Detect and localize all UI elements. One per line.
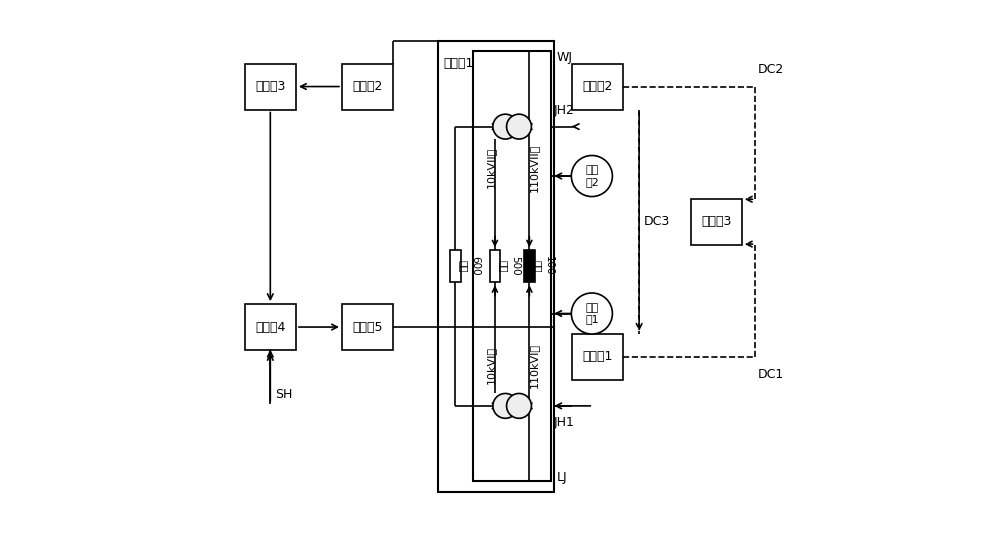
Text: 换流站2: 换流站2	[582, 80, 612, 93]
Text: 风电
场2: 风电 场2	[585, 165, 599, 187]
Circle shape	[571, 293, 612, 334]
Text: 变电站2: 变电站2	[352, 80, 383, 93]
Circle shape	[507, 394, 531, 418]
Bar	[473, 51, 551, 481]
Text: 换流站3: 换流站3	[701, 215, 731, 228]
Bar	[245, 304, 296, 350]
Bar	[691, 199, 742, 245]
Text: 100
开关: 100 开关	[533, 257, 554, 276]
Text: 换流站1: 换流站1	[582, 351, 612, 363]
Text: 风电
场1: 风电 场1	[585, 302, 599, 324]
Text: JH2: JH2	[554, 104, 575, 117]
Text: 110kVII母: 110kVII母	[529, 143, 539, 192]
Circle shape	[493, 394, 518, 418]
Text: DC2: DC2	[758, 63, 784, 76]
Circle shape	[507, 114, 531, 139]
Text: DC1: DC1	[758, 367, 784, 381]
Text: 500
开关: 500 开关	[498, 257, 520, 276]
Bar	[342, 63, 393, 110]
Text: 变电站4: 变电站4	[255, 321, 285, 334]
Text: 变电站3: 变电站3	[255, 80, 285, 93]
Text: 10kVII母: 10kVII母	[486, 147, 496, 188]
Text: WJ: WJ	[557, 51, 573, 64]
Text: 变电站5: 变电站5	[352, 321, 383, 334]
Bar	[490, 250, 500, 282]
Text: JH1: JH1	[554, 416, 575, 429]
Circle shape	[571, 156, 612, 197]
Text: SH: SH	[275, 388, 292, 401]
Text: DC3: DC3	[643, 215, 670, 228]
Text: 600
开关: 600 开关	[459, 257, 480, 276]
Text: 10kVI母: 10kVI母	[486, 346, 496, 384]
Bar	[438, 40, 554, 492]
Text: 变电站1: 变电站1	[443, 57, 474, 70]
Bar	[572, 63, 623, 110]
Circle shape	[493, 114, 518, 139]
Bar	[450, 250, 461, 282]
Text: LJ: LJ	[557, 471, 567, 484]
Bar	[342, 304, 393, 350]
Bar	[245, 63, 296, 110]
Bar	[524, 250, 535, 282]
Bar	[572, 334, 623, 379]
Text: 110kVI母: 110kVI母	[529, 342, 539, 388]
